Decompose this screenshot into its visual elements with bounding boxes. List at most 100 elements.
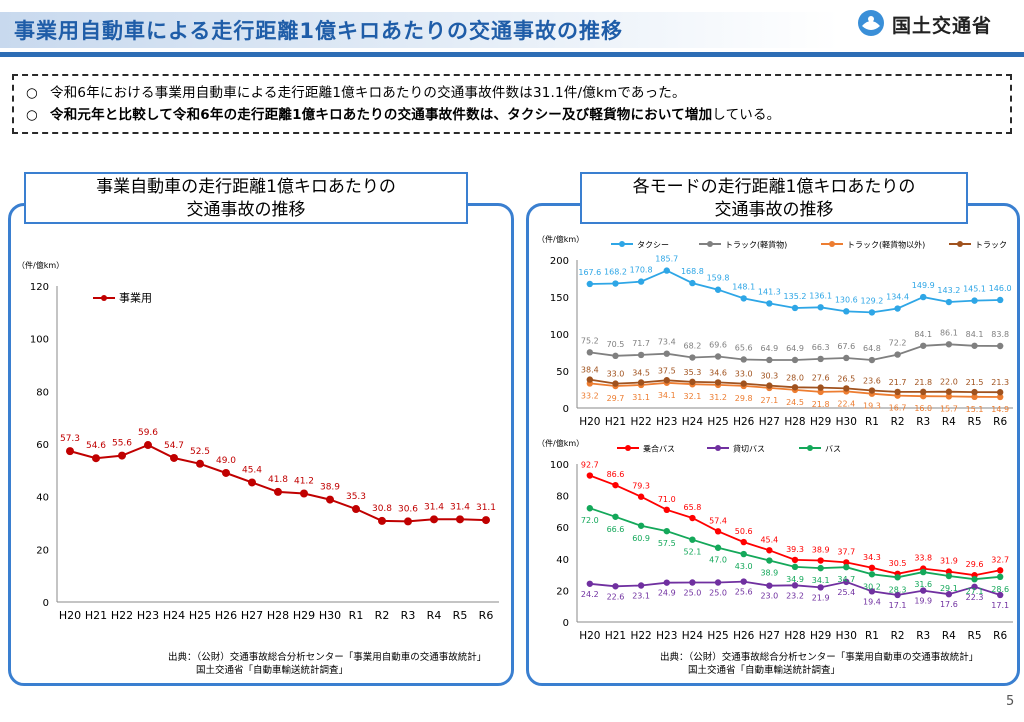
data-label: 21.9 <box>812 593 830 602</box>
source-line: 国土交通省「自動車輸送統計調査」 <box>196 665 349 676</box>
summary-text-2-rest: している。 <box>712 107 781 123</box>
data-point <box>920 568 927 576</box>
data-point <box>689 378 696 386</box>
page-title: 事業用自動車による走行距離1億キロあたりの交通事故の推移 <box>14 19 623 43</box>
data-point <box>843 354 850 362</box>
legend-marker <box>807 445 813 451</box>
data-label: 28.3 <box>889 585 907 594</box>
legend-marker <box>619 241 625 247</box>
data-label: 129.2 <box>860 296 883 305</box>
legend-label: トラック(軽貨物以外) <box>847 240 925 250</box>
data-point <box>378 516 386 525</box>
data-label: 141.3 <box>758 287 781 296</box>
data-point <box>920 293 927 301</box>
data-label: 22.4 <box>837 399 855 408</box>
data-label: 134.4 <box>886 293 909 302</box>
x-tick-label: H20 <box>579 630 600 642</box>
x-tick-label: R2 <box>891 630 905 642</box>
data-label: 21.7 <box>889 378 907 387</box>
y-tick-label: 20 <box>36 545 49 556</box>
data-label: 30.2 <box>863 582 881 591</box>
data-point <box>118 451 126 460</box>
data-label: 75.2 <box>581 336 599 345</box>
data-label: 52.1 <box>684 548 702 557</box>
y-tick-label: 40 <box>556 555 569 566</box>
source-line: 出典：（公財）交通事故総合分析センター「事業用自動車の交通事故統計」 <box>660 652 979 663</box>
data-point <box>945 590 953 598</box>
data-label: 31.9 <box>940 557 958 566</box>
data-label: 145.1 <box>963 285 986 294</box>
data-point <box>586 376 594 383</box>
x-tick-label: R3 <box>401 609 416 622</box>
x-tick-label: H21 <box>605 416 626 428</box>
data-point <box>766 557 773 564</box>
data-point <box>791 582 799 589</box>
y-unit-label: （件/億km） <box>537 438 584 448</box>
data-point <box>663 527 670 535</box>
data-point <box>92 454 100 463</box>
data-point <box>612 352 619 360</box>
data-label: 26.5 <box>837 374 855 383</box>
ministry-logo: 国土交通省 <box>856 8 1021 40</box>
data-label: 38.9 <box>760 569 778 578</box>
data-label: 23.0 <box>760 592 778 601</box>
data-point <box>996 342 1004 350</box>
x-tick-label: H30 <box>836 630 857 642</box>
x-tick-label: H28 <box>784 630 805 642</box>
data-point <box>740 538 747 546</box>
data-point <box>766 382 773 389</box>
data-point <box>222 468 230 477</box>
data-point <box>248 478 256 487</box>
data-label: 33.8 <box>914 554 932 563</box>
data-point <box>920 342 927 349</box>
data-point <box>740 295 747 302</box>
y-tick-label: 0 <box>43 598 49 609</box>
x-tick-label: R1 <box>349 609 364 622</box>
data-label: 37.5 <box>658 366 676 375</box>
data-label: 24.5 <box>786 398 804 407</box>
panel-heading-total: 事業自動車の走行距離1億キロあたりの 交通事故の推移 <box>24 172 468 224</box>
data-label: 45.4 <box>760 535 778 544</box>
x-tick-label: R6 <box>993 630 1007 642</box>
data-point <box>945 298 953 306</box>
y-tick-label: 50 <box>556 367 569 378</box>
data-label: 38.9 <box>812 546 830 555</box>
data-label: 34.7 <box>837 575 855 584</box>
x-tick-label: R1 <box>865 630 879 642</box>
bullet-icon: ○ <box>26 85 38 101</box>
data-point <box>971 388 978 396</box>
data-point <box>817 557 824 564</box>
data-label: 64.9 <box>760 344 778 353</box>
data-label: 29.8 <box>735 394 753 403</box>
data-label: 37.7 <box>837 547 855 556</box>
data-point <box>352 505 360 514</box>
data-label: 168.8 <box>681 267 704 276</box>
data-point <box>689 579 696 586</box>
data-label: 22.0 <box>940 378 958 387</box>
data-label: 55.6 <box>112 439 132 449</box>
x-tick-label: H25 <box>189 609 211 622</box>
legend-marker <box>829 241 835 247</box>
y-tick-label: 0 <box>563 404 569 415</box>
data-point <box>586 280 594 288</box>
data-label: 31.6 <box>914 580 932 589</box>
data-point <box>689 514 696 522</box>
data-label: 23.1 <box>632 592 650 601</box>
data-label: 59.6 <box>138 428 158 438</box>
x-tick-label: H20 <box>59 609 81 622</box>
legend-label: 乗合バス <box>643 444 675 454</box>
data-label: 170.8 <box>630 266 653 275</box>
data-point <box>663 350 670 357</box>
data-point <box>996 296 1004 304</box>
data-label: 25.0 <box>709 589 727 598</box>
data-point <box>663 506 670 514</box>
panel-heading-line: 各モードの走行距離1億キロあたりの <box>632 177 916 197</box>
data-label: 17.1 <box>889 601 907 610</box>
data-point <box>689 354 696 361</box>
x-tick-label: R1 <box>865 416 879 428</box>
data-point <box>945 341 953 348</box>
legend-marker <box>707 241 713 247</box>
data-point <box>945 388 953 395</box>
data-point <box>586 472 594 479</box>
x-tick-label: H25 <box>707 630 728 642</box>
